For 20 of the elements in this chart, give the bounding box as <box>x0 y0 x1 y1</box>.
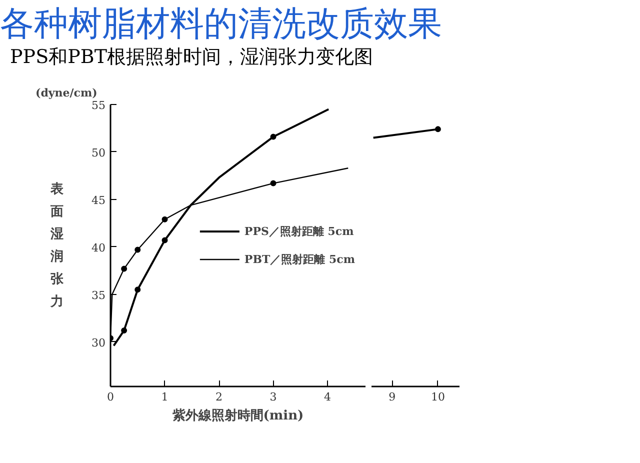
y-tick-label: 35 <box>92 288 106 302</box>
x-tick-label: 1 <box>161 390 168 404</box>
y-tick-label: 55 <box>92 99 106 112</box>
text: (dyne/cm) <box>36 86 98 100</box>
x-tick-label: 4 <box>324 390 332 404</box>
chart-subtitle: PPS和PBT根据照射时间，湿润张力变化图 <box>10 45 374 70</box>
x-tick-label: 9 <box>388 390 396 404</box>
x-tick-label: 10 <box>430 390 445 404</box>
y-tick-label: 40 <box>92 241 106 254</box>
legend-label: PPS／照射距離 5cm <box>244 224 354 238</box>
x-axis-title: 紫外線照射時間(min) <box>171 408 304 424</box>
y-tick-label: 50 <box>92 146 106 160</box>
x-tick-label: 2 <box>216 390 223 404</box>
y-tick-label: 30 <box>92 336 106 350</box>
legend-label: PBT／照射距離 5cm <box>244 252 355 266</box>
chart-title: 各种树脂材料的清洗改质效果 <box>0 4 442 44</box>
x-tick-label: 3 <box>270 390 277 404</box>
x-tick-label: 0 <box>107 390 114 404</box>
y-axis-title: 表面湿润张力 <box>50 182 65 310</box>
y-tick-label: 45 <box>92 194 106 207</box>
